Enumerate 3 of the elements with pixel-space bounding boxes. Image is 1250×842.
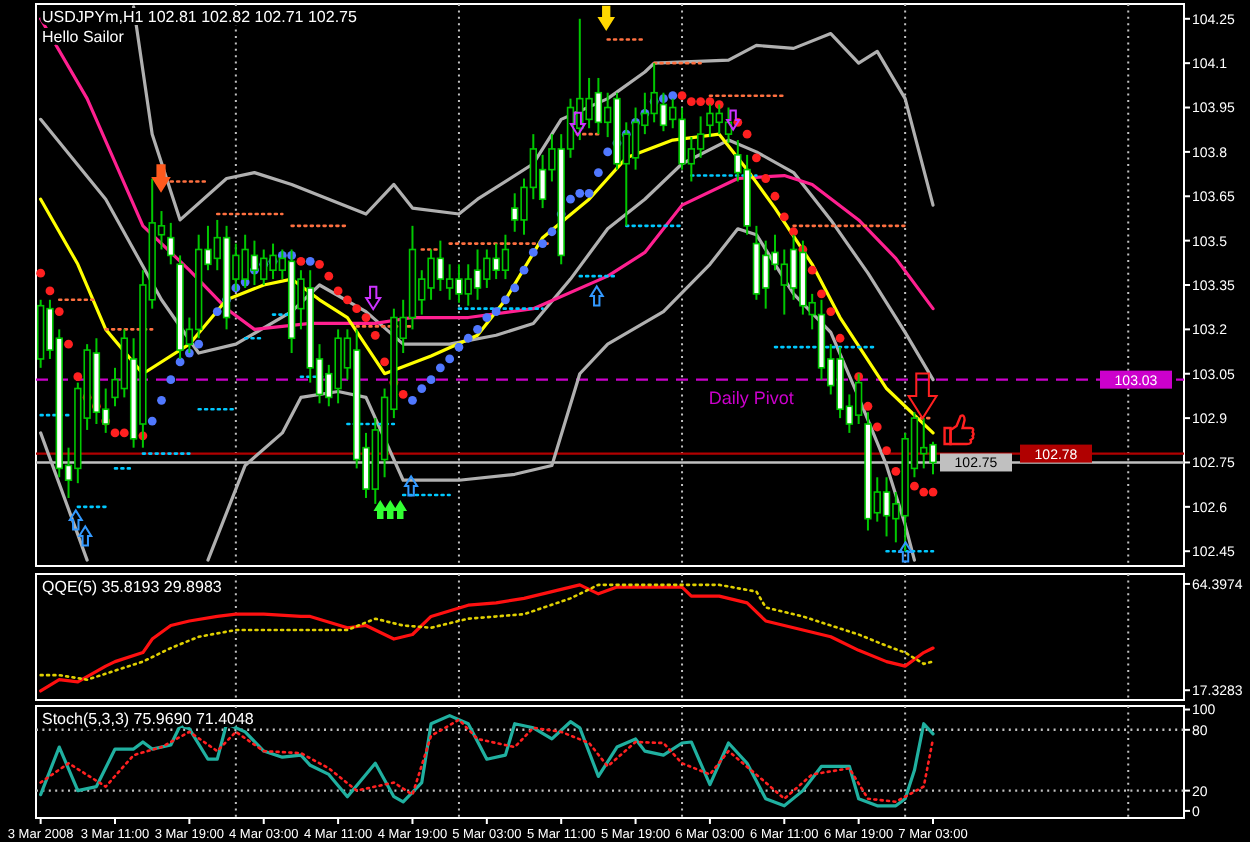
chart-title: QQE(5) 35.8193 29.8983	[42, 578, 223, 596]
ref-line-label: Daily Pivot	[708, 387, 795, 408]
chart-title: Stoch(5,3,3) 75.9690 71.4048	[42, 710, 255, 728]
